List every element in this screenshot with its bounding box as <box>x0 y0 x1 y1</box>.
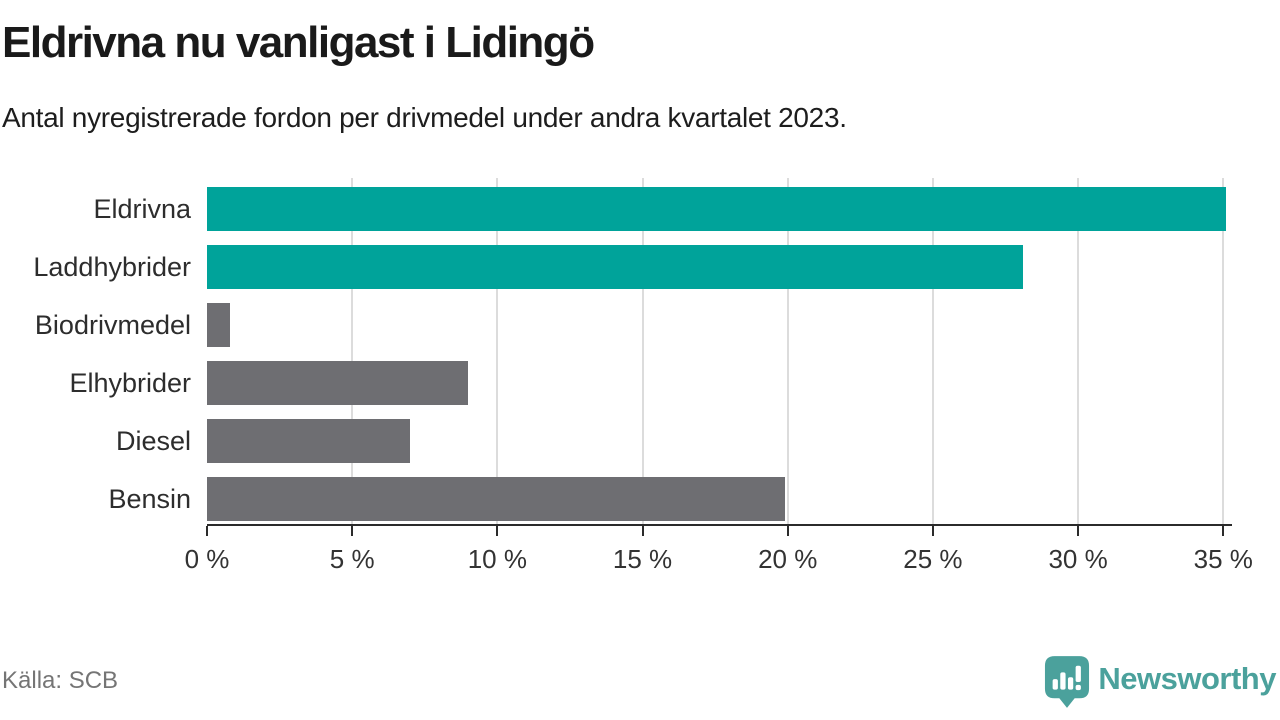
x-axis-tick <box>206 526 208 536</box>
x-axis-tick-label: 30 % <box>1048 544 1108 574</box>
x-axis-tick-label: 0 % <box>184 544 230 574</box>
gridline <box>1222 178 1225 524</box>
newsworthy-logo-icon <box>1045 656 1090 708</box>
x-axis-tick <box>641 526 644 536</box>
x-axis-tick <box>931 526 934 536</box>
category-label-bensin: Bensin <box>108 483 191 514</box>
category-label-eldrivna: Eldrivna <box>93 194 191 224</box>
bar-eldrivna <box>207 187 1227 231</box>
x-axis-tick-label: 5 % <box>329 544 375 574</box>
chart-subtitle: Antal nyregistrerade fordon per drivmede… <box>2 102 847 133</box>
newsworthy-logo-text: Newsworthy <box>1098 661 1276 696</box>
x-axis-tick-label: 25 % <box>903 544 963 574</box>
gridline <box>1077 178 1080 524</box>
x-axis-line <box>207 524 1232 526</box>
x-axis-tick <box>496 526 499 536</box>
x-axis-tick <box>1077 526 1080 536</box>
bar-laddhybrider <box>207 244 1023 289</box>
source-note: Källa: SCB <box>2 667 119 694</box>
bar-biodrivmedel <box>207 302 231 347</box>
newsworthy-logo: Newsworthy <box>1044 655 1276 711</box>
x-axis-tick-label: 35 % <box>1193 544 1253 574</box>
x-axis-tick-label: 10 % <box>467 544 527 574</box>
x-axis-tick <box>1222 526 1225 536</box>
category-label-biodrivmedel: Biodrivmedel <box>34 309 191 340</box>
x-axis-tick <box>351 526 354 536</box>
x-axis-tick <box>786 526 789 536</box>
category-label-elhybrider: Elhybrider <box>69 367 191 398</box>
category-label-laddhybrider: Laddhybrider <box>33 251 191 282</box>
gridline <box>931 178 934 524</box>
chart-title: Eldrivna nu vanligast i Lidingö <box>2 18 595 67</box>
gridline <box>641 178 644 524</box>
gridline <box>496 178 499 524</box>
x-axis-tick-label: 20 % <box>758 544 818 574</box>
gridline <box>351 178 354 524</box>
category-label-diesel: Diesel <box>115 425 191 456</box>
bar-bensin <box>207 476 785 521</box>
bar-chart-plot-area: Eldrivna Laddhybrider Biodrivmedel Elhybrid… <box>33 178 1253 574</box>
bar-diesel <box>207 418 411 463</box>
bar-elhybrider <box>207 360 469 405</box>
x-axis-tick-label: 15 % <box>612 544 673 574</box>
gridline <box>786 178 789 524</box>
